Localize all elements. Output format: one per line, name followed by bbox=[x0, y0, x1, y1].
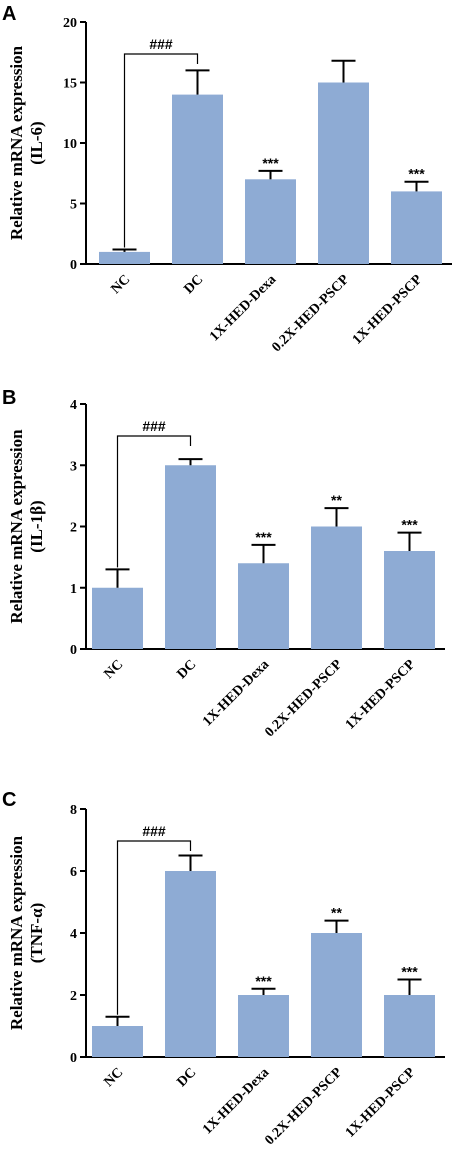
x-tick-label: 1X-HED-PSCP bbox=[350, 272, 426, 348]
chart-panel-b: B Relative mRNA expression (IL-1β) 0 1 2 3 4 NC D… bbox=[2, 387, 445, 740]
chart-panel-a: A Relative mRNA expression (IL-6) 0 5 10 15 20 N… bbox=[2, 3, 452, 355]
x-tick-label: 0.2X-HED-PSCP bbox=[262, 657, 345, 740]
significance-label: ** bbox=[331, 905, 342, 921]
x-tick-label: 1X-HED-Dexa bbox=[200, 1065, 272, 1137]
y-tick-label: 20 bbox=[63, 16, 77, 31]
bar bbox=[311, 526, 362, 649]
y-tick-label: 6 bbox=[70, 865, 77, 880]
comparison-bracket bbox=[116, 435, 192, 568]
y-tick-label: 0 bbox=[70, 258, 77, 273]
x-tick-label: DC bbox=[181, 272, 206, 297]
y-tick-label: 0 bbox=[70, 1051, 77, 1066]
significance-label: *** bbox=[262, 155, 279, 171]
y-tick-label: 0 bbox=[70, 643, 77, 658]
panel-letter: A bbox=[2, 3, 16, 25]
bar bbox=[99, 251, 150, 264]
x-tick-label: NC bbox=[108, 272, 133, 297]
bar bbox=[384, 995, 435, 1057]
bar bbox=[311, 933, 362, 1057]
comparison-bracket bbox=[123, 53, 199, 248]
bar bbox=[245, 179, 296, 264]
y-axis-label: Relative mRNA expression bbox=[7, 429, 26, 624]
bracket-label: ### bbox=[149, 36, 173, 52]
y-tick-label: 2 bbox=[70, 521, 77, 536]
x-tick-label: 1X-HED-PSCP bbox=[343, 1065, 419, 1141]
x-tick-label: 1X-HED-PSCP bbox=[343, 657, 419, 733]
y-tick-label: 3 bbox=[70, 459, 77, 474]
chart-panel-c: C Relative mRNA expression (TNF-α) 0 2 4 6 8 NC D… bbox=[2, 789, 445, 1148]
panel-letter: C bbox=[2, 789, 16, 811]
bar bbox=[172, 94, 223, 264]
significance-label: *** bbox=[401, 517, 418, 533]
x-tick-label: 1X-HED-Dexa bbox=[200, 657, 272, 729]
y-tick-label: 8 bbox=[70, 803, 77, 818]
y-tick-label: 1 bbox=[70, 582, 77, 597]
bracket-label: ### bbox=[142, 418, 166, 434]
y-axis-label-target: (IL-6) bbox=[27, 121, 46, 164]
bar bbox=[391, 191, 442, 264]
y-axis-label-target: (TNF-α) bbox=[27, 903, 46, 963]
significance-label: *** bbox=[408, 166, 425, 182]
y-tick-label: 5 bbox=[70, 198, 77, 213]
bar bbox=[238, 563, 289, 649]
bar bbox=[165, 465, 216, 649]
bar bbox=[165, 871, 216, 1057]
significance-label: ** bbox=[331, 492, 342, 508]
bar bbox=[92, 587, 143, 649]
y-tick-label: 15 bbox=[63, 77, 77, 92]
significance-label: *** bbox=[401, 964, 418, 980]
x-tick-label: DC bbox=[174, 657, 199, 682]
comparison-bracket bbox=[116, 840, 192, 1015]
y-tick-label: 2 bbox=[70, 989, 77, 1004]
panel-letter: B bbox=[2, 387, 16, 409]
y-tick-label: 4 bbox=[70, 927, 77, 942]
bar bbox=[384, 551, 435, 649]
significance-label: *** bbox=[255, 529, 272, 545]
x-tick-label: 0.2X-HED-PSCP bbox=[269, 272, 352, 355]
y-tick-label: 10 bbox=[63, 137, 77, 152]
bar bbox=[92, 1026, 143, 1057]
y-axis-label-target: (IL-1β) bbox=[27, 500, 46, 552]
y-axis-label: Relative mRNA expression bbox=[7, 45, 26, 240]
x-tick-label: NC bbox=[101, 657, 126, 682]
bracket-label: ### bbox=[142, 823, 166, 839]
x-tick-label: 0.2X-HED-PSCP bbox=[262, 1065, 345, 1148]
x-tick-label: DC bbox=[174, 1065, 199, 1090]
y-tick-label: 4 bbox=[70, 398, 77, 413]
bar bbox=[318, 82, 369, 264]
x-tick-label: NC bbox=[101, 1065, 126, 1090]
significance-label: *** bbox=[255, 973, 272, 989]
x-tick-label: 1X-HED-Dexa bbox=[207, 272, 279, 344]
bar bbox=[238, 995, 289, 1057]
y-axis-label: Relative mRNA expression bbox=[7, 835, 26, 1030]
